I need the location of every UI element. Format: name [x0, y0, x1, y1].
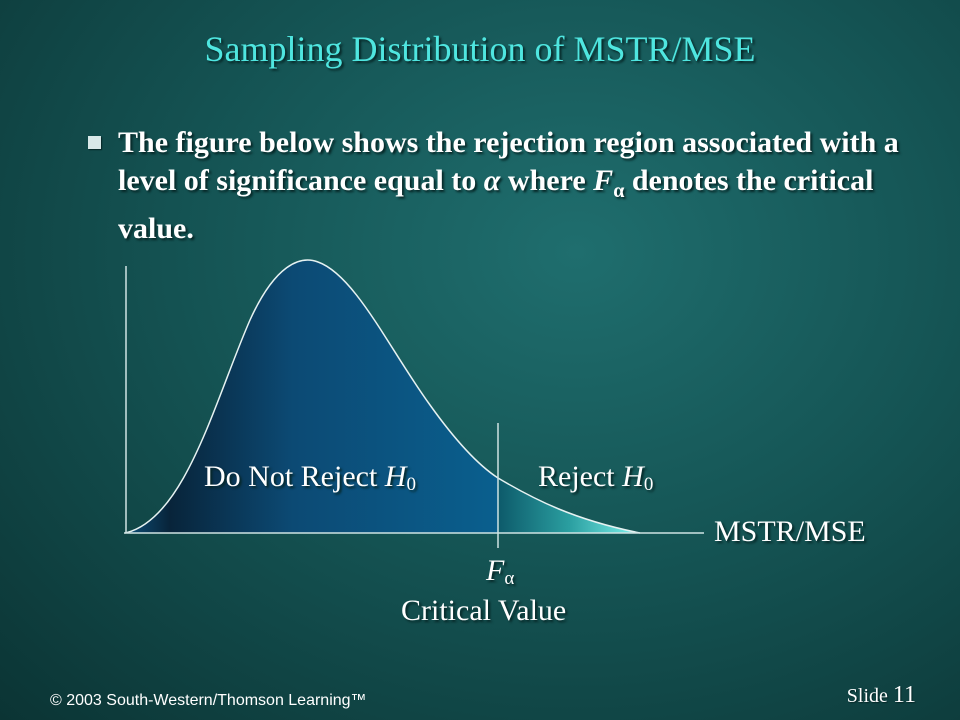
bullet-text-part3: denotes the critical value.: [118, 164, 874, 245]
distribution-curve: [124, 259, 641, 534]
slide-title: Sampling Distribution of MSTR/MSE: [204, 29, 756, 69]
do-not-reject-label: Do Not Reject H0: [204, 460, 416, 495]
bullet-text: The figure below shows the rejection reg…: [118, 124, 908, 248]
slide-number: Slide 11: [847, 682, 916, 709]
reject-label: Reject H0: [538, 460, 654, 495]
bullet-text-part1: The figure below shows the rejection reg…: [118, 126, 899, 197]
reject-region: [498, 478, 640, 533]
f-alpha-subscript: α: [613, 180, 625, 202]
accept-region: [125, 260, 498, 533]
copyright-text: © 2003 South-Western/Thomson Learning™: [50, 692, 367, 709]
f-symbol: F: [593, 164, 614, 197]
slide-word: Slide: [846, 685, 893, 707]
square-bullet-icon: [88, 136, 101, 149]
x-axis-label: MSTR/MSE: [714, 515, 866, 548]
alpha-symbol: α: [483, 164, 501, 197]
critical-value-caption: Critical Value: [401, 594, 567, 627]
bullet-text-part2: where: [500, 164, 594, 197]
critical-value-symbol: Fα: [486, 554, 515, 589]
slide-number-value: 11: [892, 682, 916, 708]
